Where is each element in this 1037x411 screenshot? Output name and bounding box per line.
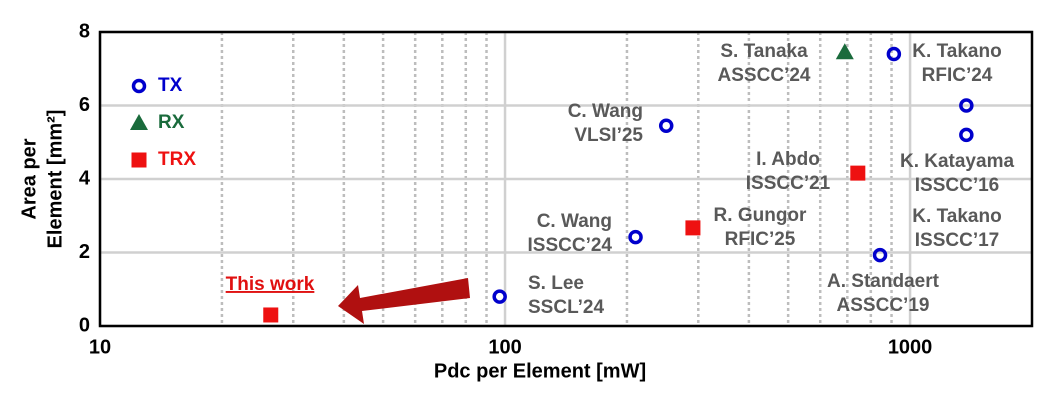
point <box>685 220 701 236</box>
y-axis-label: Area per <box>18 138 40 219</box>
point <box>492 289 507 304</box>
marks <box>263 43 974 323</box>
y-tick-label: 4 <box>79 167 91 189</box>
x-tick-label: 100 <box>488 336 521 358</box>
y-axis-label: Element [mm²] <box>44 110 66 249</box>
point-label: K. Katayama <box>900 151 1014 172</box>
x-tick-label: 1000 <box>888 336 933 358</box>
point-label: SSCL’24 <box>528 297 604 318</box>
point-label: S. Lee <box>528 273 584 294</box>
legend-label: RX <box>158 112 185 133</box>
point-label: ASSCC’24 <box>718 65 811 86</box>
point-label: A. Standaert <box>827 271 940 292</box>
point-label: RFIC’24 <box>922 65 993 86</box>
point-label: ISSCC’17 <box>915 230 999 251</box>
point <box>886 46 902 62</box>
point <box>872 247 888 263</box>
legend-marker <box>131 152 147 168</box>
x-tick-label: 10 <box>89 336 111 358</box>
point-label: K. Takano <box>912 206 1001 227</box>
point <box>959 127 974 143</box>
point <box>658 118 674 133</box>
point-label: ISSCC’21 <box>746 173 831 194</box>
point-label: RFIC’25 <box>725 229 796 250</box>
point <box>959 98 974 113</box>
legend-label: TX <box>158 75 183 96</box>
point-label: VLSI’25 <box>574 125 643 146</box>
point <box>628 229 643 245</box>
y-tick-label: 0 <box>79 314 90 336</box>
point-label: ISSCC’24 <box>528 235 613 256</box>
plot-frame <box>98 30 1034 328</box>
x-axis-label: Pdc per Element [mW] <box>434 360 646 382</box>
point-label: ASSCC’19 <box>837 295 930 316</box>
point-label: C. Wang <box>568 101 643 122</box>
point-label: I. Abdo <box>756 149 820 170</box>
point-label: K. Takano <box>912 41 1001 62</box>
point <box>835 43 854 60</box>
point <box>850 165 866 181</box>
point-label: R. Gungor <box>714 205 807 226</box>
legend-marker <box>131 78 147 94</box>
y-tick-label: 2 <box>79 241 90 263</box>
y-tick-label: 8 <box>79 20 90 42</box>
legend-marker <box>130 114 148 130</box>
legend-label: TRX <box>158 149 196 170</box>
point-label: This work <box>226 274 315 295</box>
arrow <box>338 278 470 324</box>
point <box>263 307 279 323</box>
point-label: C. Wang <box>537 211 612 232</box>
point-label: ISSCC’16 <box>915 175 999 196</box>
y-tick-label: 6 <box>79 94 90 116</box>
point-label: S. Tanaka <box>720 41 808 62</box>
